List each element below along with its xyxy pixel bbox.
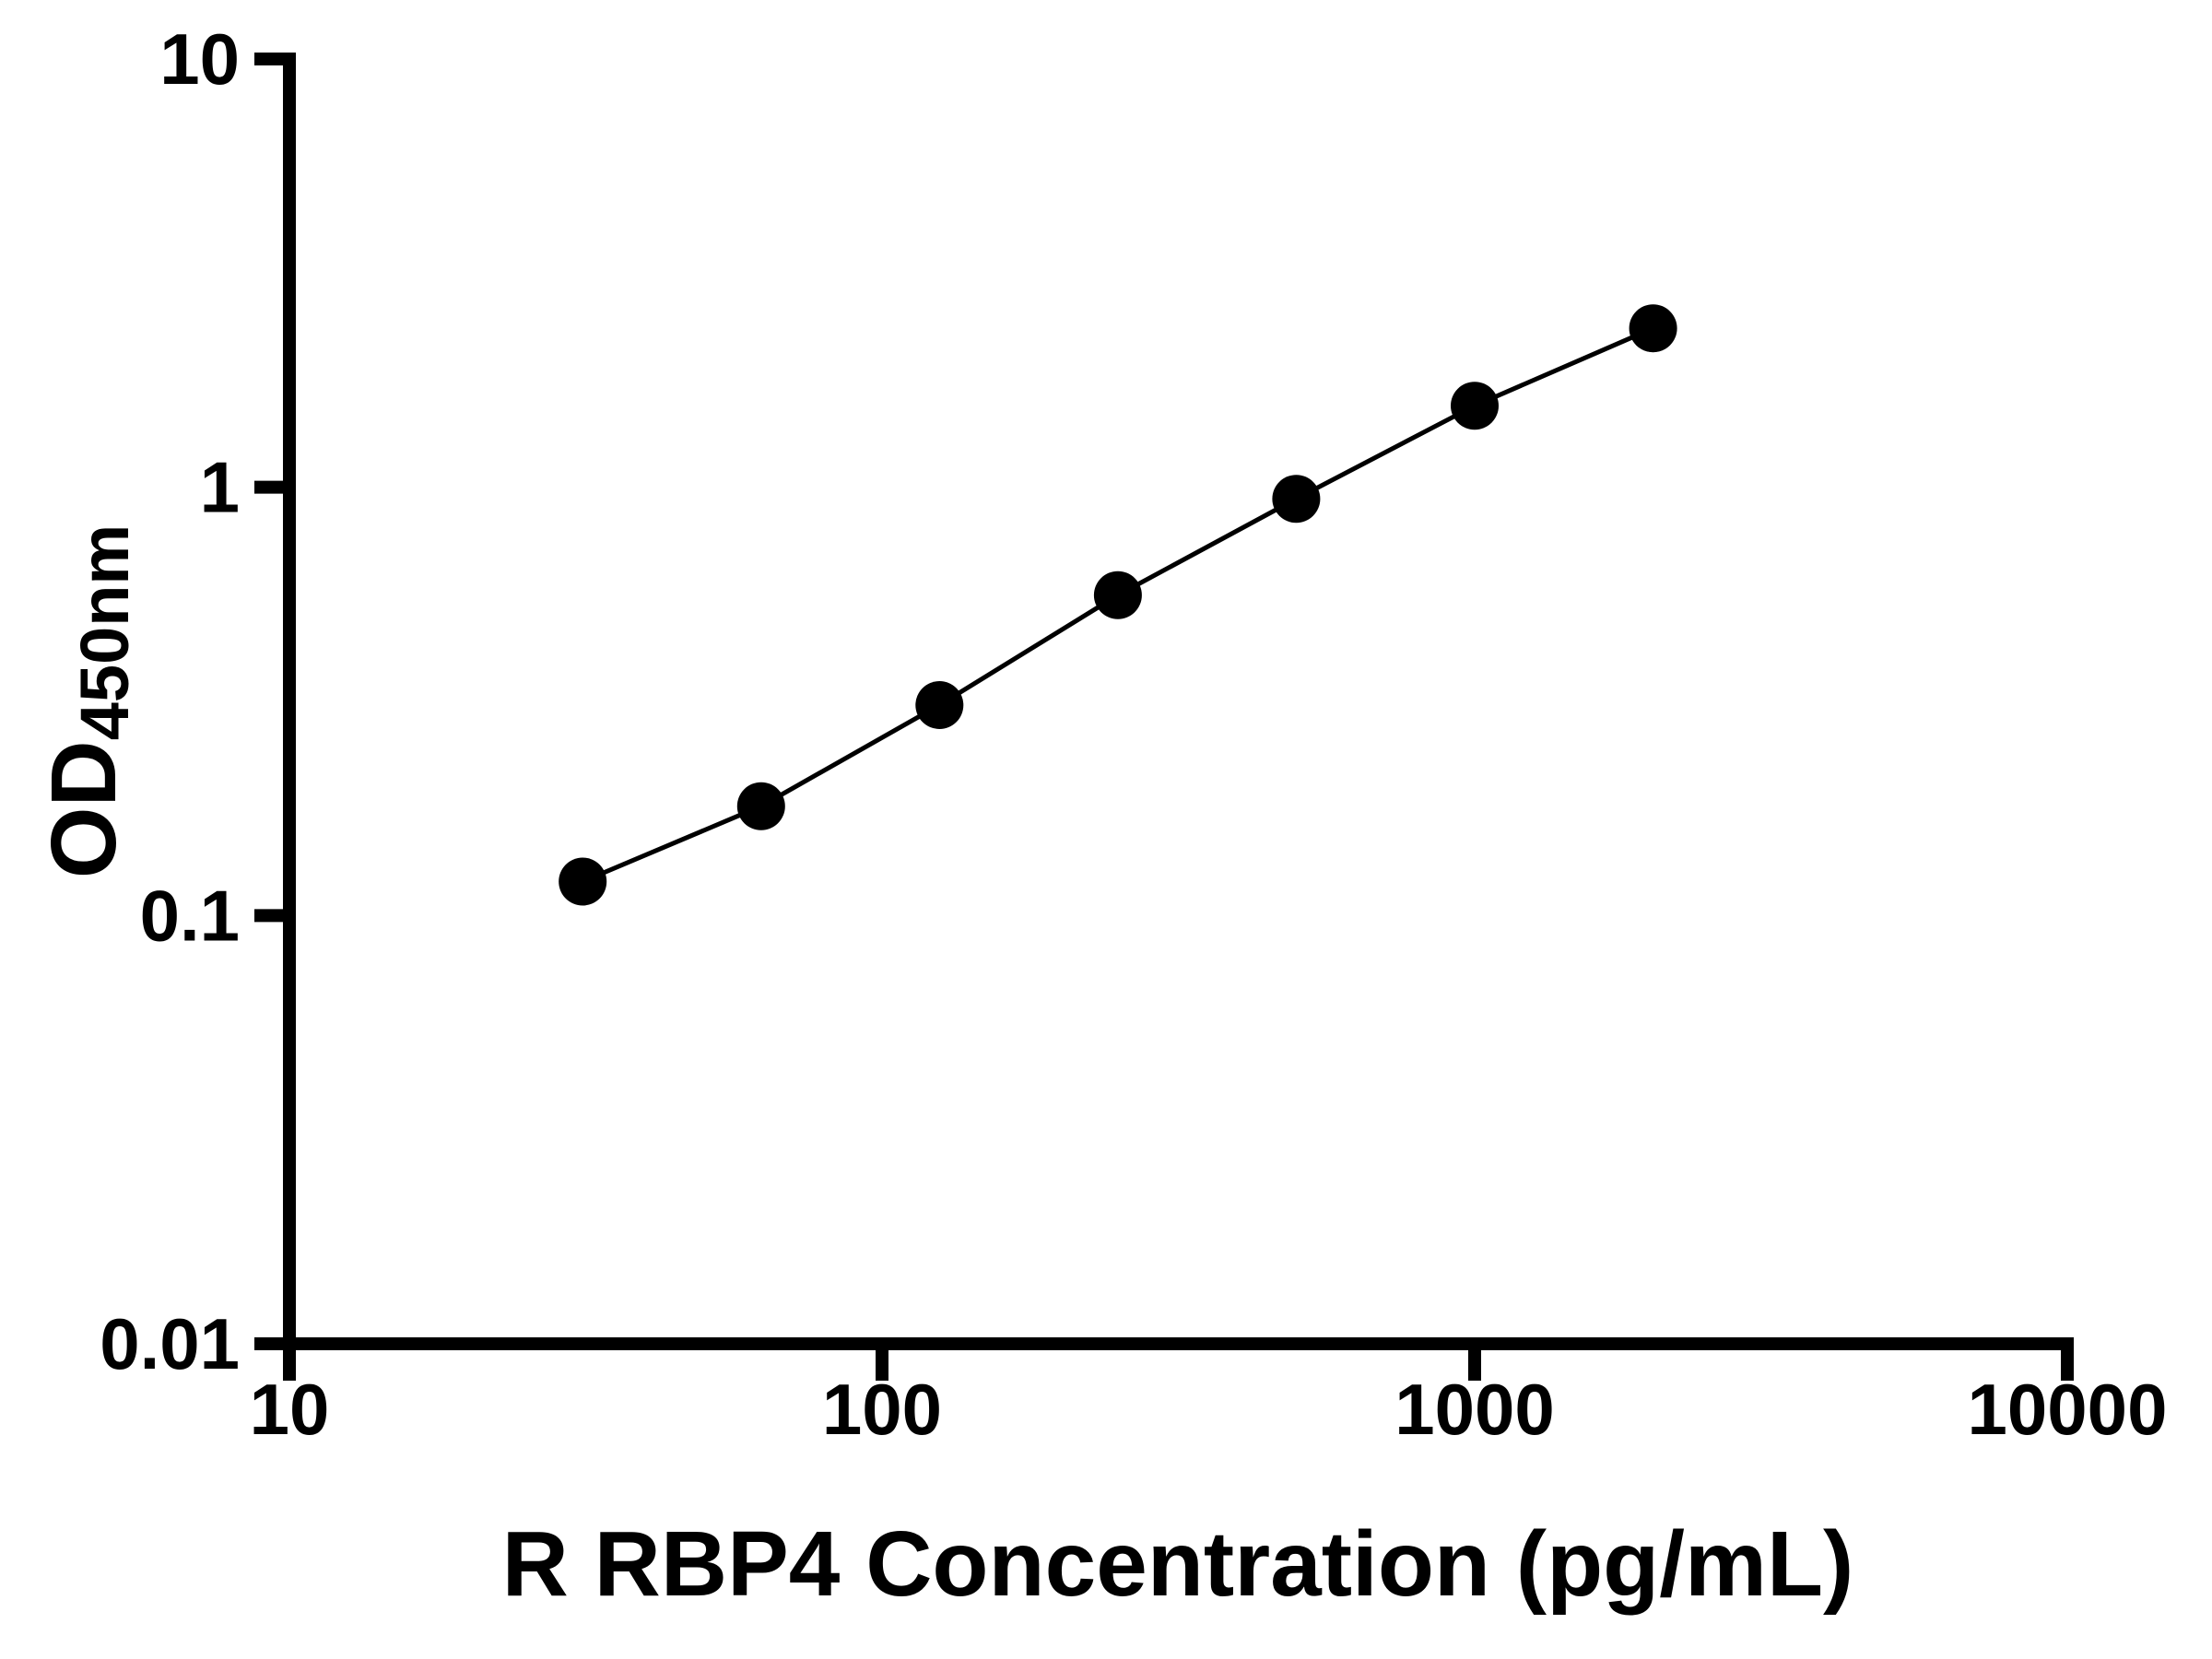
data-point <box>736 782 785 830</box>
y-tick-label: 10 <box>159 18 240 100</box>
data-point <box>1451 382 1499 430</box>
x-axis-title: R RBP4 Concentration (pg/mL) <box>501 1512 1854 1616</box>
x-tick-label: 10000 <box>1968 1369 2168 1450</box>
x-tick-label: 10 <box>250 1369 330 1450</box>
y-axis-title-main: OD <box>32 740 135 879</box>
data-point <box>915 681 964 729</box>
y-tick-label: 1 <box>200 447 240 528</box>
data-point <box>1272 475 1321 524</box>
axes <box>283 53 2074 1350</box>
y-axis-title-subscript: 450nm <box>66 524 143 741</box>
data-point <box>1629 304 1677 353</box>
data-point <box>559 857 607 906</box>
x-tick-label: 1000 <box>1394 1369 1555 1450</box>
y-axis-title: OD450nm <box>31 524 144 878</box>
data-point <box>1093 571 1142 619</box>
y-tick-label: 0.01 <box>100 1303 240 1384</box>
y-tick-label: 0.1 <box>140 875 240 956</box>
x-tick-label: 100 <box>822 1369 942 1450</box>
